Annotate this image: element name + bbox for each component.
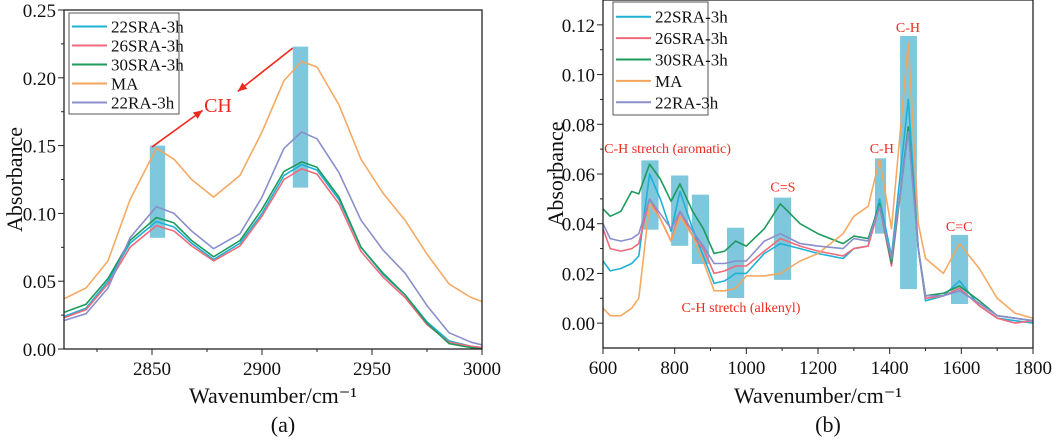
y-axis-label: Absorbance [543, 121, 568, 226]
y-tick-label: 0.00 [562, 314, 595, 335]
panel-a: 2850 2900 2950 3000 0.00 0.05 0.10 0.15 0.20 0.25… [2, 1, 501, 437]
x-tick-label: 1800 [1014, 358, 1052, 379]
annotation-label: C-H stretch (aromatic) [604, 142, 731, 157]
y-tick-label: 0.20 [23, 69, 56, 90]
highlight-band [691, 194, 710, 264]
x-axis-label: Wavenumber/cm⁻¹ [189, 383, 357, 408]
annotation-label: C-H stretch (alkenyl) [681, 301, 800, 316]
series-line-MA [63, 60, 483, 303]
annotation-label: C=C [946, 220, 973, 235]
panel-b: 600 800 1000 1200 1400 1600 1800 0.00 0.02 0.04 0.… [543, 0, 1052, 437]
legend-label: 22SRA-3h [111, 18, 184, 37]
arrow-head-icon [237, 82, 248, 92]
series-line-30SRA-3h [63, 161, 483, 350]
legend-label: 22RA-3h [111, 94, 175, 113]
legend-label: 22SRA-3h [655, 8, 728, 27]
x-tick-label: 1000 [727, 358, 765, 379]
series-line-26SRA-3h [63, 167, 483, 349]
legend: 22SRA-3h 26SRA-3h 30SRA-3h MA 22RA-3h [612, 1, 728, 116]
x-tick-label: 1600 [942, 358, 980, 379]
legend-label: MA [655, 72, 683, 91]
highlight-band [874, 158, 887, 234]
x-tick-label: 2850 [133, 359, 171, 380]
arrow-line [237, 47, 294, 92]
panel-label: (a) [271, 412, 295, 437]
y-tick-label: 0.06 [562, 165, 595, 186]
y-tick-label: 0.10 [23, 204, 56, 225]
x-tick-label: 3000 [463, 359, 501, 380]
y-tick-label: 0.10 [562, 66, 595, 87]
legend-label: 30SRA-3h [655, 51, 728, 70]
annotation-label: C-H [896, 21, 920, 36]
series-line-30SRA-3h [602, 126, 1034, 322]
arrow-head-icon [192, 110, 203, 119]
y-axis-label: Absorbance [2, 127, 27, 232]
x-tick-label: 600 [589, 358, 618, 379]
series-line-22RA-3h [602, 130, 1034, 322]
highlight-band [900, 36, 917, 290]
y-tick-label: 0.08 [562, 115, 595, 136]
y-tick-label: 0.02 [562, 264, 595, 285]
x-tick-label: 1400 [871, 358, 909, 379]
legend-label: 30SRA-3h [111, 56, 184, 75]
series-line-22RA-3h [63, 131, 483, 346]
x-tick-label: 800 [660, 358, 689, 379]
x-axis-label: Wavenumber/cm⁻¹ [734, 383, 902, 408]
x-tick-label: 2950 [353, 359, 391, 380]
y-tick-label: 0.15 [23, 137, 56, 158]
series-line-MA [602, 41, 1034, 319]
legend-label: MA [111, 75, 139, 94]
y-tick-label: 0.25 [23, 1, 56, 22]
legend-label: 26SRA-3h [655, 29, 728, 48]
y-tick-label: 0.12 [562, 16, 595, 37]
panel-label: (b) [815, 412, 841, 437]
x-tick-label: 2900 [243, 359, 281, 380]
series-line-22SRA-3h [602, 98, 1034, 324]
y-tick-label: 0.05 [23, 272, 56, 293]
series-line-26SRA-3h [602, 128, 1034, 324]
legend-label: 22RA-3h [655, 93, 719, 112]
y-tick-label: 0.00 [23, 340, 56, 361]
annotation-label: CH [204, 95, 232, 117]
highlight-band [292, 46, 309, 188]
annotation-label: C-H [870, 142, 894, 157]
highlight-band [149, 145, 166, 238]
arrow-line [151, 109, 204, 148]
series-line-22SRA-3h [63, 163, 483, 349]
x-tick-label: 1200 [799, 358, 837, 379]
y-tick-label: 0.04 [562, 215, 596, 236]
legend-label: 26SRA-3h [111, 37, 184, 56]
annotation-label: C=S [770, 180, 795, 195]
